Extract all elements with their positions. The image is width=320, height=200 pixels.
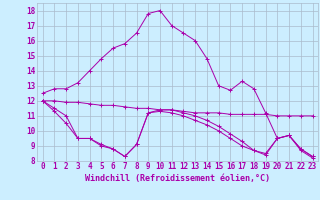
X-axis label: Windchill (Refroidissement éolien,°C): Windchill (Refroidissement éolien,°C) [85, 174, 270, 183]
